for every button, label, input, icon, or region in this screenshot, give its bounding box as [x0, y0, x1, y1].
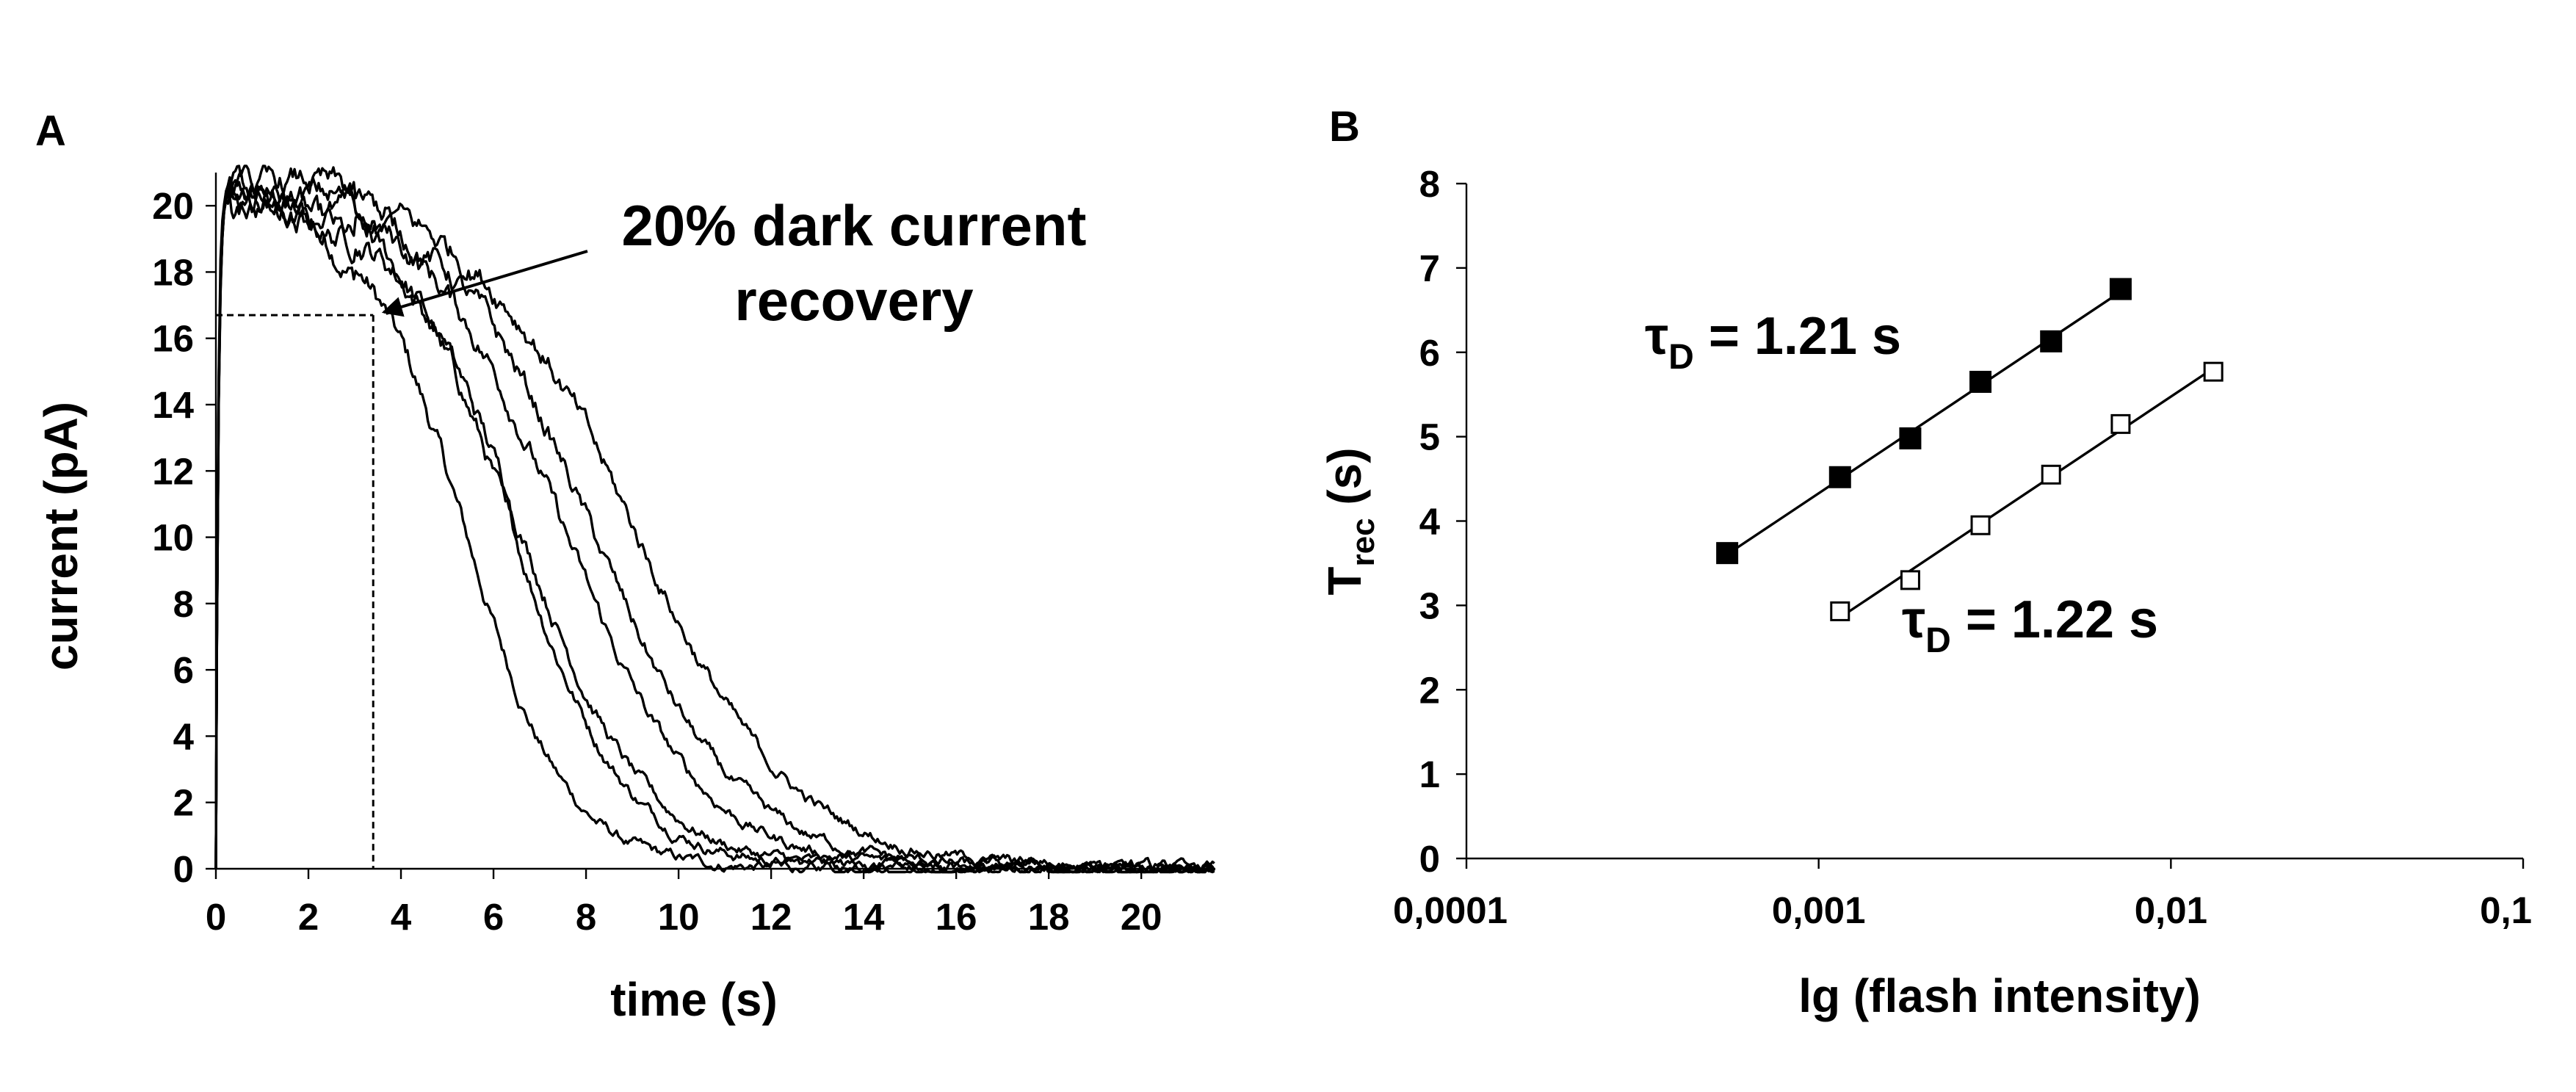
y-tick-label: 3: [1419, 585, 1440, 626]
tau-subscript: D: [1925, 621, 1951, 660]
panel-a: A 0 2 4 6 8 10 12 14 16 18 20 0 2 4 6 8 10 12 14 16 18 20 20…: [35, 107, 1216, 1026]
tau-subscript: D: [1668, 338, 1694, 377]
annotation-text-line2: recovery: [734, 268, 973, 333]
series-1-point: [1969, 370, 1992, 393]
y-tick-label: 0: [173, 848, 194, 890]
y-tick-label: 6: [173, 649, 194, 691]
ylabel-main: T: [1318, 566, 1371, 595]
x-tick-label: 0: [206, 896, 226, 938]
current-trace-3: [214, 187, 1216, 874]
series-1-point: [1899, 427, 1922, 449]
panel-b-label: B: [1329, 103, 1360, 151]
series-1-point: [1828, 466, 1851, 488]
ylabel-unit: (s): [1318, 447, 1371, 518]
series-2-point: [1900, 570, 1920, 590]
x-tick-label: 14: [843, 896, 885, 938]
y-tick-label: 2: [173, 782, 194, 824]
panel-a-traces: [214, 164, 1216, 874]
y-tick-label: 4: [173, 715, 195, 757]
annotation-arrow: [381, 250, 588, 317]
x-tick-label: 0,001: [1772, 889, 1866, 931]
y-tick-label: 8: [173, 583, 194, 625]
x-tick-label: 2: [298, 896, 319, 938]
series-1-point: [2109, 278, 2132, 300]
y-tick-label: 6: [1419, 332, 1440, 374]
tau-symbol: τ: [1902, 590, 1925, 649]
panel-b-x-ticks: 0,0001 0,001 0,01 0,1: [1393, 858, 2532, 931]
series-2-point: [1830, 601, 1850, 621]
ylabel-subscript: rec: [1345, 518, 1381, 566]
series-2-fit-line: [1839, 367, 2215, 619]
x-tick-label: 6: [483, 896, 504, 938]
x-tick-label: 0,01: [2135, 889, 2207, 931]
y-tick-label: 10: [152, 517, 194, 559]
y-tick-label: 7: [1419, 247, 1440, 289]
y-tick-label: 18: [152, 251, 194, 293]
current-trace-2: [214, 164, 1215, 874]
series-2-point: [2110, 413, 2131, 434]
x-tick-label: 20: [1121, 896, 1162, 938]
panel-a-x-axis-label: time (s): [610, 973, 778, 1026]
panel-a-guides: [216, 314, 375, 869]
tau-value: = 1.22 s: [1951, 590, 2158, 649]
x-tick-label: 12: [750, 896, 792, 938]
panel-b-series: [1716, 278, 2224, 621]
panel-b-y-ticks: 0 1 2 3 4 5 6 7 8: [1419, 163, 1466, 880]
x-tick-label: 16: [936, 896, 977, 938]
series-1-tau-label: τD = 1.21 s: [1645, 307, 1901, 377]
tau-value: = 1.21 s: [1694, 307, 1901, 366]
series-1-point: [2040, 330, 2063, 352]
y-tick-label: 5: [1419, 416, 1440, 458]
series-2-point: [2203, 361, 2224, 382]
x-tick-label: 0,1: [2480, 889, 2532, 931]
current-trace-6: [214, 164, 1215, 874]
series-2-point: [2041, 464, 2061, 485]
series-2-tau-label: τD = 1.22 s: [1902, 590, 2158, 660]
panel-a-label: A: [35, 107, 66, 155]
panel-a-y-ticks: 0 2 4 6 8 10 12 14 16 18 20: [152, 185, 216, 890]
x-tick-label: 10: [658, 896, 700, 938]
panel-b-y-axis-label: Trec (s): [1318, 447, 1381, 595]
series-1-point: [1716, 542, 1739, 565]
panel-b-x-axis-label: lg (flash intensity): [1798, 969, 2201, 1022]
series-2-point: [1970, 515, 1991, 535]
x-tick-label: 0,0001: [1393, 889, 1508, 931]
panel-a-y-axis-label: current (pA): [35, 402, 87, 670]
panel-a-x-ticks: 0 2 4 6 8 10 12 14 16 18 20: [206, 869, 1162, 938]
y-tick-label: 12: [152, 450, 194, 492]
y-tick-label: 0: [1419, 838, 1440, 880]
x-tick-label: 4: [391, 896, 412, 938]
y-tick-label: 4: [1419, 501, 1441, 543]
y-tick-label: 16: [152, 318, 194, 360]
y-tick-label: 1: [1419, 753, 1440, 795]
annotation-text-line1: 20% dark current: [622, 193, 1087, 258]
x-tick-label: 18: [1028, 896, 1070, 938]
y-tick-label: 2: [1419, 669, 1440, 711]
y-tick-label: 20: [152, 185, 194, 227]
y-tick-label: 8: [1419, 163, 1440, 205]
y-tick-label: 14: [152, 384, 194, 426]
current-trace-1: [214, 178, 1215, 874]
tau-symbol: τ: [1645, 307, 1668, 366]
x-tick-label: 8: [576, 896, 596, 938]
